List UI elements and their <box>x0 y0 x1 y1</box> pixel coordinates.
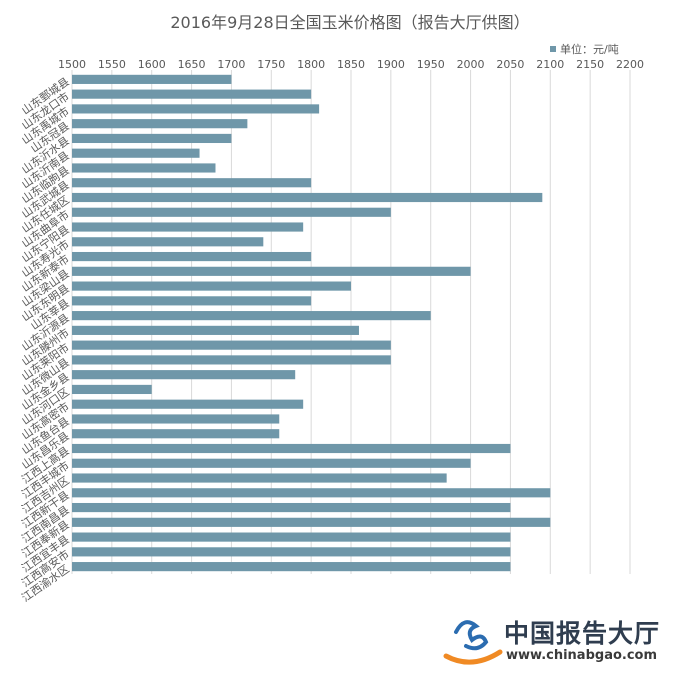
bar <box>72 502 511 513</box>
bar <box>72 429 280 439</box>
bar <box>72 296 312 306</box>
bar <box>72 414 280 424</box>
bar <box>72 370 296 380</box>
bar <box>72 104 320 114</box>
gridlines <box>71 70 631 574</box>
x-tick-label: 1900 <box>377 58 405 71</box>
bar <box>72 207 391 217</box>
bar <box>72 532 511 542</box>
bar <box>72 119 248 129</box>
x-tick-label: 2150 <box>576 58 604 71</box>
bar <box>72 517 551 527</box>
bar <box>72 473 447 483</box>
legend: 单位：元/吨 <box>550 42 619 56</box>
x-axis-ticks: 1500 1550 1600 1650 1700 1750 1800 1850 1900 1950… <box>58 58 644 71</box>
x-tick-label: 1850 <box>337 58 365 71</box>
x-tick-label: 1500 <box>58 58 86 71</box>
x-tick-label: 2200 <box>616 58 644 71</box>
x-tick-label: 1750 <box>257 58 285 71</box>
bar <box>72 340 391 350</box>
x-tick-label: 1700 <box>217 58 245 71</box>
x-tick-label: 2100 <box>536 58 564 71</box>
bar <box>72 458 471 468</box>
bar <box>72 74 232 84</box>
bar <box>72 311 431 321</box>
bar <box>72 384 152 395</box>
legend-swatch <box>550 46 556 52</box>
watermark: 中国报告大厅 www.chinabgao.com <box>438 612 693 672</box>
chinabgao-logo <box>443 620 503 665</box>
watermark-url: www.chinabgao.com <box>506 648 658 663</box>
bar <box>72 163 216 173</box>
x-tick-label: 1600 <box>138 58 166 71</box>
bar <box>72 266 471 276</box>
bar <box>72 251 312 262</box>
chart-title: 2016年9月28日全国玉米价格图（报告大厅供图） <box>170 13 529 32</box>
bar <box>72 399 304 409</box>
category-labels: 山东鄄城县山东龙口市山东禹城市山东冠县山东沂水县山东沂南县山东临朐县山东武城县山… <box>19 75 72 604</box>
bar <box>72 355 391 365</box>
bar <box>72 488 551 498</box>
x-tick-label: 2000 <box>457 58 485 71</box>
bar <box>72 443 511 454</box>
watermark-name: 中国报告大厅 <box>504 619 661 648</box>
bar <box>72 133 232 144</box>
bar <box>72 281 351 291</box>
bar <box>72 148 200 158</box>
x-tick-label: 1800 <box>297 58 325 71</box>
x-tick-label: 1650 <box>178 58 206 71</box>
bar <box>72 562 511 572</box>
bar <box>72 547 511 557</box>
bar <box>72 325 359 335</box>
x-tick-label: 2050 <box>496 58 524 71</box>
bar <box>72 192 543 203</box>
bar <box>72 89 312 99</box>
bar <box>72 222 304 232</box>
bar <box>72 178 312 188</box>
x-tick-label: 1550 <box>98 58 126 71</box>
legend-label: 单位：元/吨 <box>560 42 619 56</box>
bars <box>72 74 551 572</box>
bar <box>72 237 264 247</box>
x-tick-label: 1950 <box>417 58 445 71</box>
